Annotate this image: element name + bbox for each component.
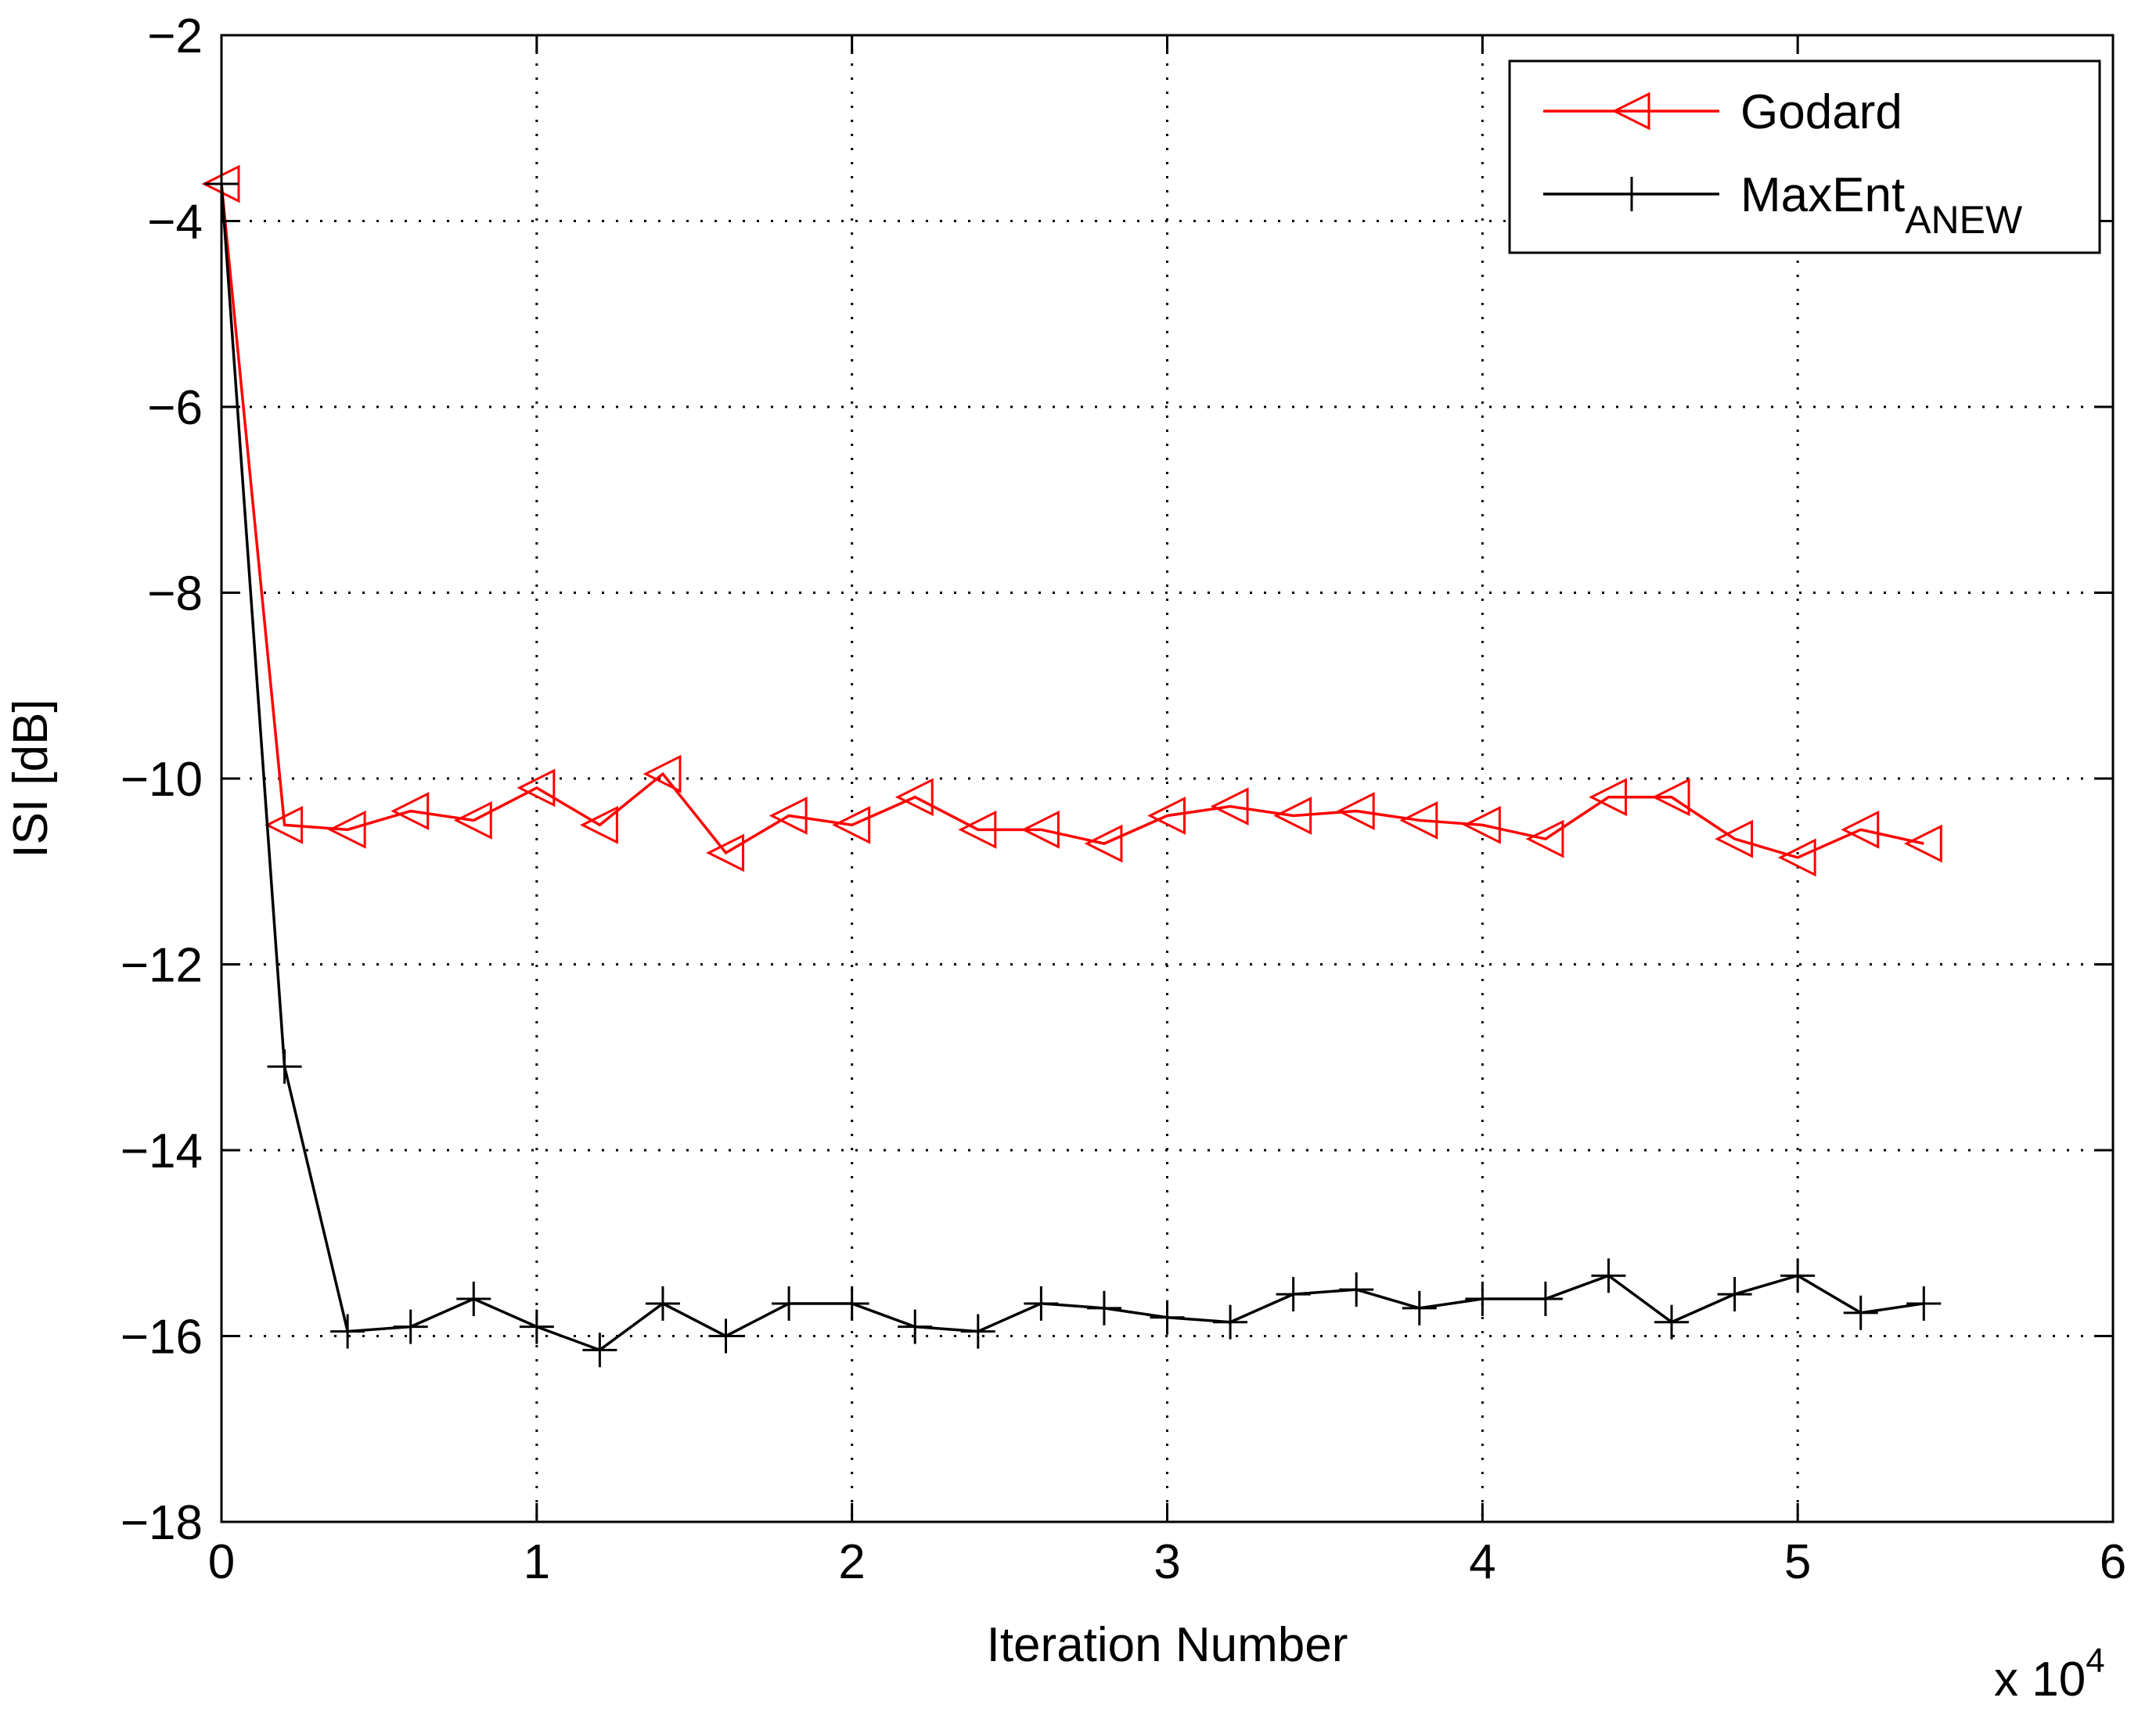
- x-exponent-base: x 10: [1994, 1653, 2086, 1707]
- x-tick-label: 2: [838, 1535, 865, 1589]
- data-point-marker: [1589, 778, 1627, 817]
- data-point-marker: [1651, 778, 1690, 817]
- data-point-marker: [1273, 797, 1312, 835]
- data-point-marker: [265, 805, 304, 844]
- data-point-marker: [1213, 1304, 1248, 1340]
- data-point-marker: [958, 810, 997, 849]
- data-point-marker: [768, 797, 808, 835]
- series-godard: [201, 164, 1942, 877]
- grid: [221, 35, 2113, 1522]
- data-point-marker: [393, 1309, 428, 1344]
- data-point-marker: [267, 1049, 302, 1084]
- x-tick-label: 4: [1469, 1535, 1496, 1589]
- data-point-marker: [453, 801, 492, 840]
- data-point-marker: [832, 805, 871, 844]
- series-line: [220, 183, 1924, 859]
- data-point-marker: [1276, 1277, 1311, 1312]
- data-point-marker: [456, 1282, 491, 1316]
- data-point-marker: [645, 1286, 680, 1321]
- y-tick-label: −8: [147, 567, 203, 621]
- data-point-marker: [1336, 792, 1375, 830]
- x-tick-label: 6: [2100, 1535, 2126, 1589]
- data-point-marker: [1611, 92, 1650, 131]
- x-axis-exponent: x 104: [1994, 1642, 2105, 1707]
- legend-entry: Godard: [1543, 85, 1902, 139]
- data-point-marker: [1614, 177, 1649, 211]
- data-point-marker: [391, 792, 430, 830]
- x-tick-label: 1: [524, 1535, 550, 1589]
- y-axis-label: ISI [dB]: [4, 699, 58, 858]
- data-point-marker: [1654, 1304, 1690, 1340]
- y-tick-label: −6: [147, 381, 203, 435]
- x-axis-label: Iteration Number: [987, 1618, 1348, 1672]
- y-tick-label: −18: [121, 1496, 203, 1550]
- data-point-marker: [898, 1309, 933, 1344]
- series-layer: [201, 164, 1942, 1368]
- data-point-marker: [330, 1314, 365, 1349]
- data-point-marker: [1843, 1295, 1878, 1330]
- data-point-marker: [1841, 810, 1880, 849]
- y-tick-label: −2: [147, 9, 203, 63]
- data-point-marker: [1717, 1277, 1752, 1312]
- legend-label: Godard: [1740, 85, 1902, 139]
- y-tick-label: −4: [147, 196, 203, 250]
- data-point-marker: [1021, 810, 1060, 849]
- data-point-marker: [1591, 1258, 1626, 1293]
- data-point-marker: [772, 1286, 807, 1321]
- legend-box: [1508, 59, 2101, 254]
- x-exponent-power: 4: [2086, 1642, 2104, 1680]
- data-point-marker: [327, 810, 366, 849]
- x-tick-label: 3: [1154, 1535, 1180, 1589]
- series-line: [220, 183, 1924, 1352]
- data-point-marker: [1528, 1282, 1563, 1316]
- data-point-marker: [1024, 1286, 1059, 1321]
- data-point-marker: [642, 754, 682, 793]
- x-tick-label: 5: [1784, 1535, 1811, 1589]
- data-point-marker: [1465, 1282, 1500, 1316]
- data-point-marker: [1780, 1258, 1816, 1293]
- data-point-marker: [1906, 1286, 1942, 1321]
- data-point-marker: [1339, 1272, 1374, 1307]
- legend-subscript: ANEW: [1905, 198, 2023, 242]
- data-point-marker: [1086, 1290, 1121, 1325]
- data-point-marker: [708, 1318, 743, 1354]
- axis-ticks: 0 1 2 3 4 5 6 −18 −16 −14 −12 −10 −8 −6 −4 −2: [121, 9, 2126, 1589]
- y-tick-label: −10: [121, 753, 203, 807]
- data-point-marker: [519, 1309, 554, 1344]
- data-point-marker: [1399, 801, 1438, 840]
- x-tick-label: 0: [208, 1535, 235, 1589]
- data-point-marker: [834, 1286, 869, 1321]
- data-point-marker: [582, 1333, 617, 1368]
- data-point-marker: [1525, 819, 1564, 858]
- data-point-marker: [1084, 824, 1123, 863]
- data-point-marker: [960, 1314, 995, 1349]
- legend-entry: MaxEntANEW: [1543, 168, 2023, 242]
- legend: Godard MaxEntANEW: [1508, 59, 2101, 254]
- data-point-marker: [1147, 797, 1186, 835]
- data-point-marker: [1715, 819, 1754, 858]
- data-point-marker: [1210, 787, 1249, 826]
- data-point-marker: [1402, 1290, 1437, 1325]
- data-point-marker: [1903, 824, 1942, 863]
- data-point-marker: [1150, 1300, 1185, 1335]
- data-point-marker: [894, 778, 934, 817]
- legend-label: MaxEntANEW: [1740, 168, 2023, 242]
- data-point-marker: [1777, 838, 1816, 877]
- data-point-marker: [517, 768, 556, 807]
- data-point-marker: [706, 833, 745, 872]
- y-tick-label: −12: [121, 939, 203, 993]
- y-tick-label: −16: [121, 1311, 203, 1365]
- data-point-marker: [580, 805, 618, 844]
- y-tick-label: −14: [121, 1124, 203, 1178]
- data-point-marker: [1462, 805, 1501, 844]
